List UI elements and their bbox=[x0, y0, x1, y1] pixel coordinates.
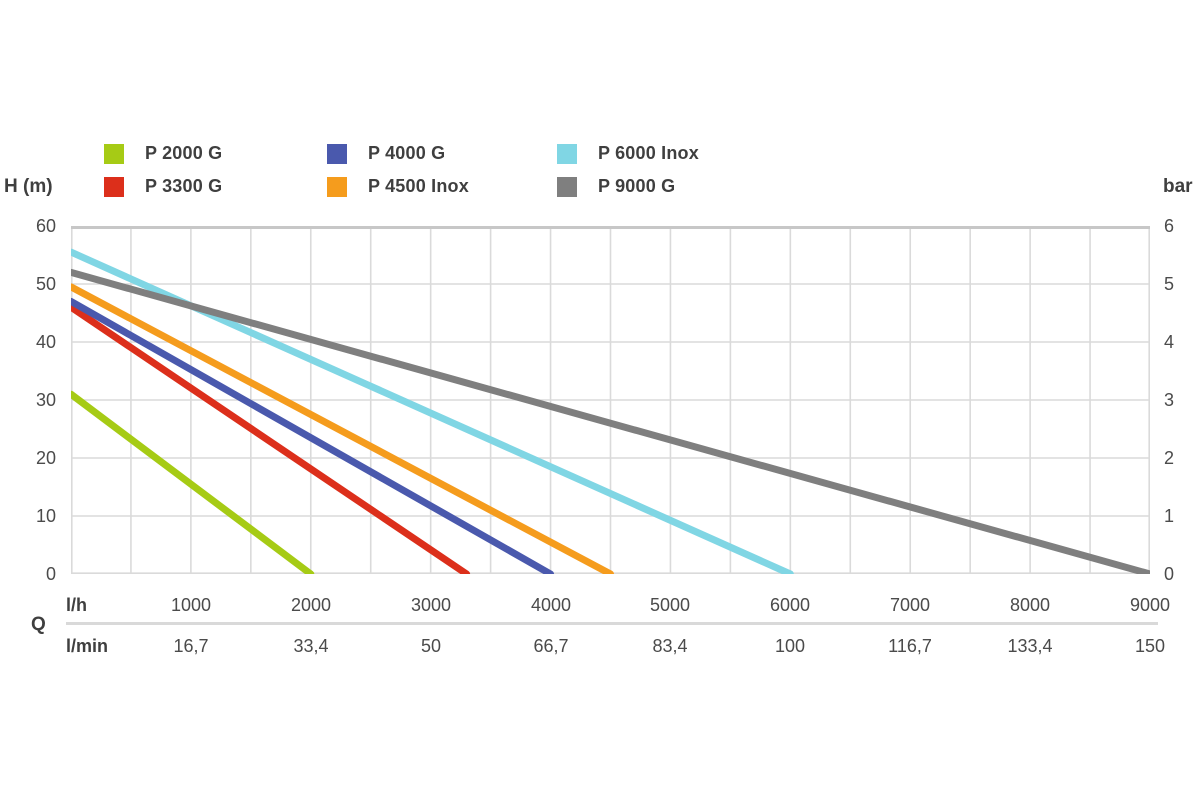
legend-label: P 9000 G bbox=[598, 176, 676, 196]
x-tick-lh-1000: 1000 bbox=[170, 595, 212, 615]
x-axis-divider bbox=[66, 622, 1158, 625]
legend-swatch-p2000g bbox=[104, 143, 124, 164]
x-tick-lmin-83-4: 83,4 bbox=[652, 636, 688, 656]
x-tick-lmin-133-4: 133,4 bbox=[1007, 636, 1053, 656]
y-axis-right-title: bar bbox=[1163, 176, 1193, 197]
legend-item: P 4000 G bbox=[327, 143, 445, 164]
x-tick-lh-8000: 8000 bbox=[1009, 595, 1051, 615]
y-tick-left-40: 40 bbox=[35, 332, 56, 352]
y-tick-right-2: 2 bbox=[1164, 448, 1175, 468]
y-axis-left-title: H (m) bbox=[4, 176, 53, 197]
x-tick-lh-5000: 5000 bbox=[649, 595, 691, 615]
x-tick-lmin-33-4: 33,4 bbox=[293, 636, 329, 656]
legend-swatch-p3300g bbox=[104, 176, 124, 197]
x-axis-unit-lh: l/h bbox=[66, 595, 87, 615]
y-tick-right-3: 3 bbox=[1164, 390, 1175, 410]
y-tick-left-10: 10 bbox=[35, 506, 56, 526]
plot-area bbox=[67, 226, 1154, 578]
legend-swatch-p6000inox bbox=[557, 143, 577, 164]
x-tick-lmin-50: 50 bbox=[420, 636, 442, 656]
chart-canvas bbox=[67, 226, 1154, 578]
y-tick-left-0: 0 bbox=[45, 564, 56, 584]
y-tick-right-5: 5 bbox=[1164, 274, 1175, 294]
legend-item: P 6000 Inox bbox=[557, 143, 699, 164]
x-tick-lh-4000: 4000 bbox=[530, 595, 572, 615]
legend-label: P 4000 G bbox=[368, 143, 446, 163]
legend-item: P 2000 G bbox=[104, 143, 222, 164]
y-tick-right-6: 6 bbox=[1164, 216, 1175, 236]
y-tick-left-60: 60 bbox=[35, 216, 56, 236]
x-tick-lmin-150: 150 bbox=[1134, 636, 1166, 656]
y-tick-left-50: 50 bbox=[35, 274, 56, 294]
legend-item: P 9000 G bbox=[557, 176, 675, 197]
x-tick-lh-3000: 3000 bbox=[410, 595, 452, 615]
legend-label: P 6000 Inox bbox=[598, 143, 699, 163]
legend-label: P 3300 G bbox=[145, 176, 223, 196]
y-tick-right-0: 0 bbox=[1164, 564, 1175, 584]
legend-label: P 4500 Inox bbox=[368, 176, 469, 196]
x-tick-lmin-16-7: 16,7 bbox=[173, 636, 209, 656]
x-tick-lmin-100: 100 bbox=[774, 636, 806, 656]
y-tick-right-1: 1 bbox=[1164, 506, 1175, 526]
x-axis-unit-lmin: l/min bbox=[66, 636, 109, 656]
legend-item: P 3300 G bbox=[104, 176, 222, 197]
x-tick-lh-7000: 7000 bbox=[889, 595, 931, 615]
legend-item: P 4500 Inox bbox=[327, 176, 469, 197]
legend-label: P 2000 G bbox=[145, 143, 223, 163]
legend-swatch-p4000g bbox=[327, 143, 347, 164]
legend-swatch-p9000g bbox=[557, 176, 577, 197]
x-axis-title-q: Q bbox=[31, 614, 46, 635]
x-tick-lh-2000: 2000 bbox=[290, 595, 332, 615]
x-tick-lmin-116-7: 116,7 bbox=[888, 636, 932, 656]
y-tick-left-20: 20 bbox=[35, 448, 56, 468]
y-tick-left-30: 30 bbox=[35, 390, 56, 410]
legend-swatch-p4500inox bbox=[327, 176, 347, 197]
x-tick-lh-6000: 6000 bbox=[769, 595, 811, 615]
x-tick-lmin-66-7: 66,7 bbox=[533, 636, 569, 656]
x-tick-lh-9000: 9000 bbox=[1129, 595, 1171, 615]
y-tick-right-4: 4 bbox=[1164, 332, 1175, 352]
